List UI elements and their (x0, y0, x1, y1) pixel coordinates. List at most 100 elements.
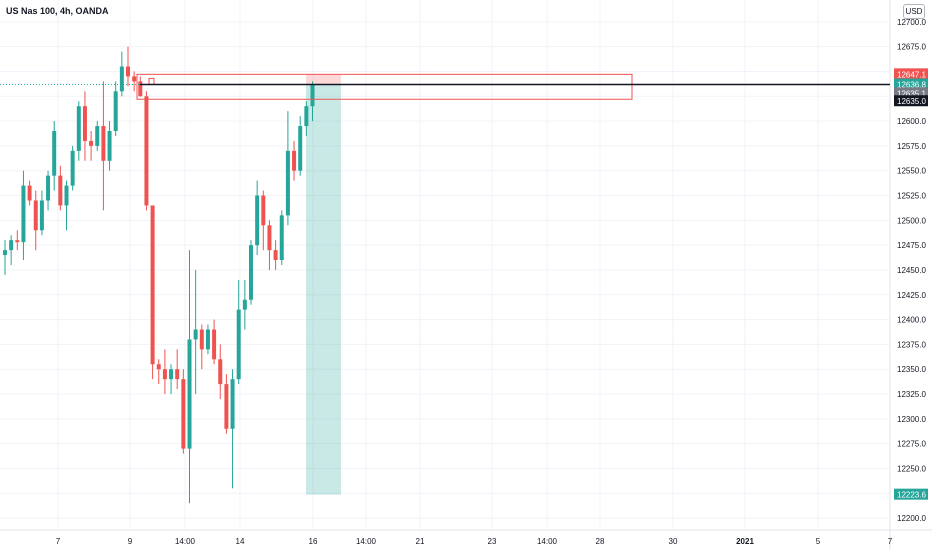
candle-body (175, 369, 180, 380)
y-tick-label: 12325.0 (897, 390, 926, 399)
candle-body (39, 200, 44, 231)
candle-body (249, 245, 253, 300)
candle-body (33, 200, 38, 231)
candle-body (138, 81, 143, 97)
candle-body (218, 359, 223, 385)
resistance-box (136, 73, 633, 100)
symbol-title[interactable]: US Nas 100, 4h, OANDA (6, 6, 109, 16)
y-tick-label: 12375.0 (897, 340, 926, 349)
target-zone (306, 84, 341, 495)
y-tick-label: 12575.0 (897, 142, 926, 151)
price-label: 12647.1 (897, 70, 926, 79)
candle-body (162, 369, 167, 380)
y-tick-label: 12300.0 (897, 415, 926, 424)
price-label-bg (894, 95, 928, 107)
candle-body (89, 140, 94, 146)
candle-body (76, 106, 81, 151)
candle-body (156, 364, 161, 370)
price-label-bg (894, 488, 928, 500)
candle-body (15, 240, 20, 243)
candle-body (107, 131, 112, 161)
y-tick-label: 12200.0 (897, 514, 926, 523)
x-tick-label: 30 (669, 537, 678, 546)
price-label: 12635.1 (897, 89, 926, 98)
y-tick-label: 12475.0 (897, 241, 926, 250)
candle-body (255, 195, 260, 246)
candle-body (132, 76, 137, 82)
candle-body (304, 106, 309, 127)
candle-body (3, 250, 7, 256)
candle-body (169, 369, 174, 380)
candle-body (279, 215, 284, 261)
y-tick-label: 12500.0 (897, 216, 926, 225)
candle-body (285, 150, 290, 216)
candle-body (199, 329, 204, 350)
risk-zone (306, 74, 341, 85)
price-label: 12635.0 (897, 97, 926, 106)
candle-body (52, 131, 57, 176)
y-tick-label: 12425.0 (897, 291, 926, 300)
x-tick-label: 28 (596, 537, 605, 546)
candle-body (310, 84, 315, 107)
candle-body (95, 126, 100, 146)
candle-body (119, 66, 124, 92)
candle-body (150, 205, 155, 365)
candle-body (82, 106, 87, 141)
price-label-bg (894, 87, 928, 99)
candle-body (126, 66, 130, 77)
candle-body (21, 185, 26, 243)
candle-body (113, 91, 118, 132)
candle-body (298, 126, 303, 171)
candle-body (101, 126, 106, 161)
price-label: 12223.6 (897, 491, 926, 500)
x-tick-label: 2021 (736, 537, 754, 546)
candle-body (144, 96, 149, 206)
y-tick-label: 12675.0 (897, 43, 926, 52)
candle-body (273, 250, 278, 261)
candle-body (46, 175, 51, 201)
candle-body (27, 185, 32, 201)
y-tick-label: 12700.0 (897, 18, 926, 27)
x-tick-label: 5 (816, 537, 821, 546)
x-tick-label: 14 (236, 537, 245, 546)
candle-body (236, 309, 241, 380)
candle-body (9, 240, 14, 251)
candle-body (193, 329, 198, 340)
x-tick-label: 9 (128, 537, 133, 546)
x-tick-label: 16 (309, 537, 318, 546)
x-tick-label: 21 (416, 537, 425, 546)
y-tick-label: 12450.0 (897, 266, 926, 275)
y-tick-label: 12350.0 (897, 365, 926, 374)
candle-body (261, 195, 266, 226)
candle-body (181, 379, 186, 449)
y-tick-label: 12525.0 (897, 192, 926, 201)
candle-body (205, 329, 210, 350)
x-tick-label: 14:00 (537, 537, 558, 546)
candle-body (230, 379, 235, 429)
candle-body (242, 299, 247, 310)
candle-body (187, 339, 192, 449)
price-label: 12636.8 (897, 81, 926, 90)
candle-body (64, 185, 69, 206)
y-tick-label: 12275.0 (897, 440, 926, 449)
price-label-bg (894, 68, 928, 80)
small-marker-box (148, 77, 155, 85)
y-tick-label: 12550.0 (897, 167, 926, 176)
currency-badge[interactable]: USD (903, 4, 925, 19)
y-tick-label: 12600.0 (897, 117, 926, 126)
candle-body (292, 150, 297, 171)
candle-body (58, 175, 63, 206)
candle-body (212, 329, 217, 360)
y-tick-label: 12400.0 (897, 316, 926, 325)
x-tick-label: 14:00 (356, 537, 377, 546)
y-tick-label: 12250.0 (897, 464, 926, 473)
x-tick-label: 23 (488, 537, 497, 546)
candle-body (70, 150, 75, 186)
x-tick-label: 14:00 (175, 537, 196, 546)
candle-body (224, 384, 229, 429)
candle-body (267, 225, 272, 251)
x-tick-label: 7 (56, 537, 61, 546)
price-label-bg (894, 78, 928, 90)
x-tick-label: 7 (888, 537, 893, 546)
